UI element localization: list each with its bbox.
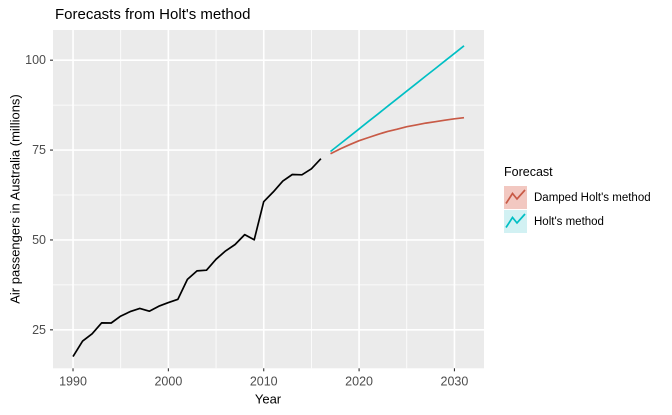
axis-tick-labels: 1990 2000 2010 2020 2030 25 50 75 100 (25, 53, 468, 388)
minor-gridlines (53, 30, 484, 369)
legend-title: Forecast (504, 165, 553, 179)
series-line-observed (72, 158, 322, 358)
legend-item-holt: Holt's method (504, 210, 669, 233)
legend: Forecast Damped Holt's method Holt's met… (504, 165, 669, 234)
forecast-line-icon (505, 189, 526, 204)
legend-key-damped-holt (504, 186, 527, 209)
series-line-damped-holt (330, 116, 465, 155)
series-line-holt (329, 45, 465, 153)
plot-title: Forecasts from Holt's method (55, 6, 251, 23)
series-lines (72, 45, 465, 358)
x-tick-label: 2030 (441, 374, 469, 388)
x-tick-label: 2020 (345, 374, 373, 388)
legend-key-holt (504, 210, 527, 233)
legend-label-holt: Holt's method (534, 215, 604, 228)
legend-item-damped-holt: Damped Holt's method (504, 186, 669, 209)
y-tick-label: 25 (32, 323, 46, 337)
y-tick-label: 75 (32, 143, 46, 157)
x-tick-label: 2010 (250, 374, 278, 388)
y-tick-label: 100 (25, 53, 46, 67)
forecast-line-icon (505, 213, 526, 228)
x-tick-label: 1990 (59, 374, 87, 388)
major-gridlines (53, 30, 484, 369)
axis-tick-marks (50, 59, 455, 372)
y-tick-label: 50 (32, 233, 46, 247)
x-tick-label: 2000 (154, 374, 182, 388)
x-axis-title: Year (254, 391, 282, 407)
legend-label-damped-holt: Damped Holt's method (534, 191, 651, 204)
y-axis-title: Air passengers in Australia (millions) (7, 94, 23, 304)
